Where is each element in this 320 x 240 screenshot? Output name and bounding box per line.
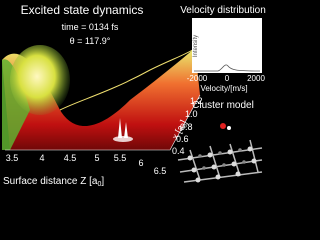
x-tick: 0.6: [176, 134, 189, 144]
figure: Excited state dynamics time = 0134 fs θ …: [2, 3, 266, 188]
z-tick: 6: [138, 158, 143, 168]
surface-plot: [2, 45, 201, 151]
velocity-curve: [194, 64, 261, 72]
velocity-plot: [192, 18, 262, 73]
velocity-xlabel: Velocity/[m/s]: [200, 84, 247, 93]
wavepacket: [118, 118, 128, 138]
velocity-tick: 0: [225, 74, 230, 83]
x-tick: 0.8: [180, 122, 193, 132]
x-tick: 1.0: [185, 109, 198, 119]
z-tick: 4.5: [64, 153, 77, 163]
z-tick: 6.5: [154, 166, 167, 176]
surface-peak: [10, 45, 70, 115]
label-tail: ]: [101, 176, 104, 187]
label-sub: 0: [182, 123, 189, 129]
label-text: Surface distance Z [a: [3, 176, 98, 187]
x-tick: 1.2: [190, 96, 203, 106]
angle-label: θ = 117.9°: [70, 36, 111, 46]
wavepacket-base: [113, 136, 133, 142]
time-label: time = 0134 fs: [62, 22, 119, 32]
x-ticks: 1.2 1.0 0.8 0.6 0.4: [172, 96, 203, 156]
z-tick: 5.5: [114, 153, 127, 163]
axis-frame: [5, 94, 201, 151]
surface-edge: [2, 59, 30, 151]
z-axis-label: Surface distance Z [a0]: [3, 176, 104, 188]
velocity-title: Velocity distribution: [180, 5, 266, 16]
z-tick: 3.5: [6, 153, 19, 163]
x-tick: 0.4: [172, 146, 185, 156]
z-ticks: 3.5 4 4.5 5 5.5 6 6.5: [6, 153, 167, 176]
cluster-title: Cluster model: [192, 100, 254, 111]
velocity-tick: -2000: [187, 74, 208, 83]
label-tail: ]: [178, 118, 188, 125]
surface: [2, 48, 200, 150]
velocity-ylabel: Intensity: [193, 35, 199, 57]
label-sub: 0: [98, 181, 102, 188]
surface-ridge: [59, 47, 197, 111]
velocity-tick: 2000: [247, 74, 265, 83]
z-tick: 4: [39, 153, 44, 163]
cluster-drawing: [177, 123, 263, 183]
z-tick: 5: [94, 153, 99, 163]
title: Excited state dynamics: [21, 3, 144, 17]
